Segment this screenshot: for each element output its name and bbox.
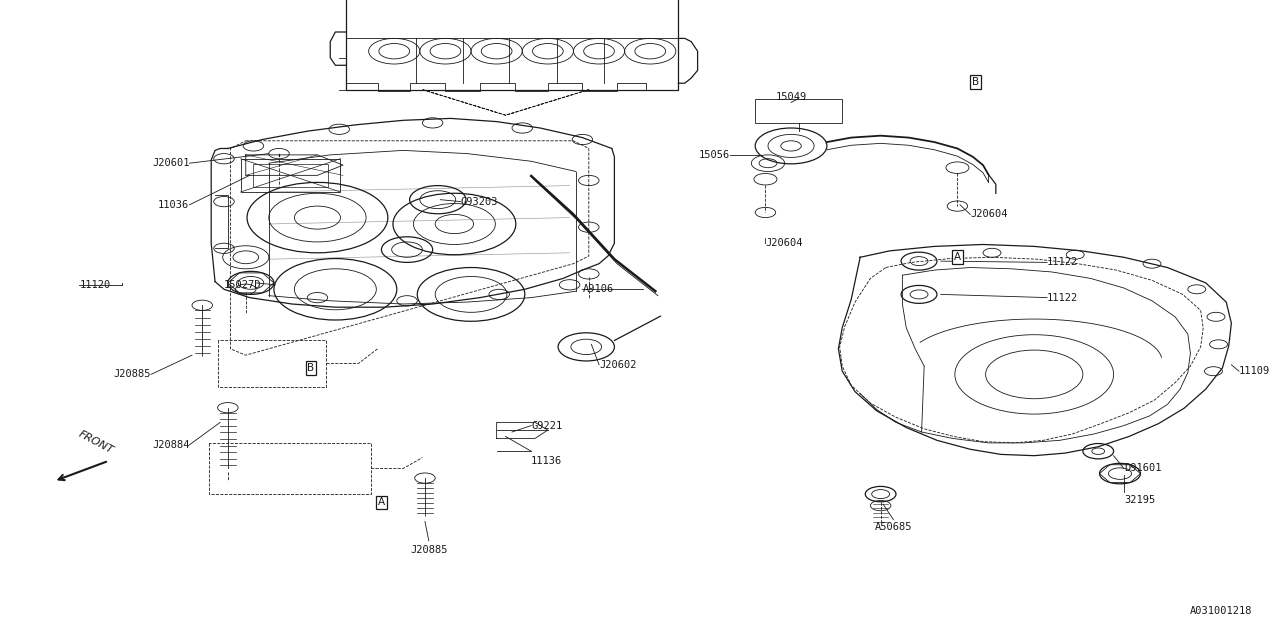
Bar — [755, 99, 842, 123]
Text: 11120: 11120 — [79, 280, 110, 290]
Text: 11122: 11122 — [1047, 292, 1078, 303]
Text: 15049: 15049 — [776, 92, 806, 102]
Text: J20601: J20601 — [152, 158, 189, 168]
Text: FRONT: FRONT — [77, 429, 115, 456]
Text: 11122: 11122 — [1047, 257, 1078, 268]
Text: 32195: 32195 — [1124, 495, 1155, 506]
Text: B: B — [307, 363, 315, 373]
Bar — [241, 159, 340, 192]
Text: 11036: 11036 — [159, 200, 189, 210]
Text: 11136: 11136 — [531, 456, 562, 466]
Text: A9106: A9106 — [582, 284, 613, 294]
Bar — [253, 164, 328, 187]
Text: G93203: G93203 — [461, 196, 498, 207]
Text: D91601: D91601 — [1124, 463, 1161, 474]
Text: A50685: A50685 — [874, 522, 913, 532]
Text: 11109: 11109 — [1239, 366, 1270, 376]
Text: J20884: J20884 — [152, 440, 189, 450]
Text: J20885: J20885 — [114, 369, 151, 380]
Text: J20604: J20604 — [970, 209, 1007, 220]
Text: 15027D: 15027D — [224, 280, 261, 290]
Text: J20885: J20885 — [410, 545, 448, 556]
Text: J20602: J20602 — [599, 360, 636, 370]
Text: B: B — [972, 77, 979, 87]
Text: G9221: G9221 — [531, 420, 562, 431]
Text: J20604: J20604 — [765, 238, 803, 248]
Text: A031001218: A031001218 — [1189, 605, 1252, 616]
Text: A: A — [378, 497, 385, 508]
Text: A: A — [954, 252, 961, 262]
Text: 15056: 15056 — [699, 150, 730, 160]
